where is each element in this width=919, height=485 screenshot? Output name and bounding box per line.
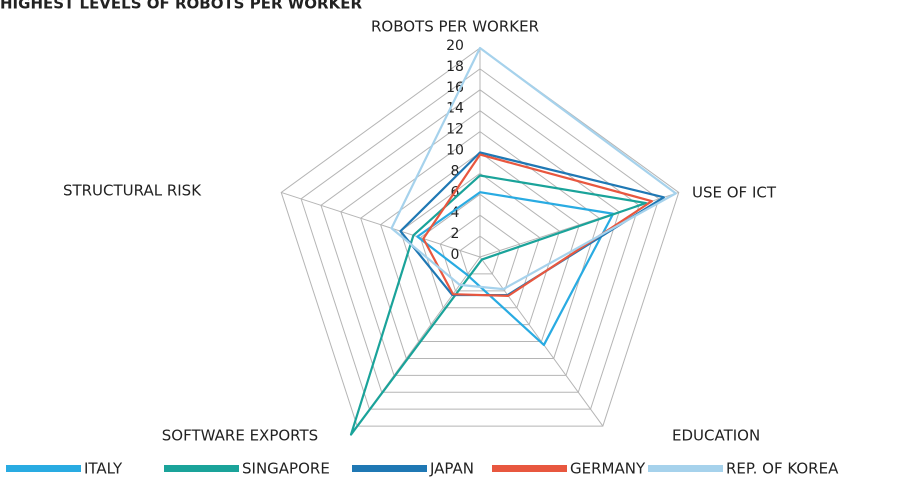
tick-label: 10 <box>446 143 464 159</box>
legend-label: SINGAPORE <box>242 460 330 478</box>
axis-label: EDUCATION <box>672 427 760 445</box>
series-line <box>422 153 654 297</box>
spoke <box>281 191 481 258</box>
legend-swatch <box>164 465 239 472</box>
tick-label: 8 <box>451 163 460 179</box>
tick-label: 12 <box>446 122 464 138</box>
grid-ring <box>419 193 541 309</box>
grid-ring <box>280 47 680 427</box>
axis-label: USE OF ICT <box>692 184 777 202</box>
tick-label: 2 <box>451 226 460 242</box>
legend-swatch <box>6 465 81 472</box>
legend-label: REP. OF KOREA <box>726 460 839 478</box>
legend-swatch <box>648 465 723 472</box>
tick-label: 18 <box>446 59 464 75</box>
legend-label: ITALY <box>84 460 123 478</box>
grid-ring <box>439 214 521 292</box>
legend-label: JAPAN <box>429 460 474 478</box>
series-line <box>390 46 677 291</box>
legend-swatch <box>492 465 567 472</box>
tick-label: 0 <box>451 247 460 263</box>
chart-title: HIGHEST LEVELS OF ROBOTS PER WORKER <box>0 0 362 13</box>
axis-label: SOFTWARE EXPORTS <box>162 427 318 445</box>
series-line <box>349 174 648 436</box>
legend-label: GERMANY <box>570 460 646 478</box>
axis-label: STRUCTURAL RISK <box>63 182 202 200</box>
grid-ring <box>459 235 501 275</box>
grid-ring <box>360 130 600 359</box>
series-line <box>416 191 615 347</box>
legend-swatch <box>352 465 427 472</box>
tick-label: 14 <box>446 101 464 117</box>
grid-ring <box>380 151 580 343</box>
grid-ring <box>300 68 660 410</box>
grid-ring <box>320 89 640 393</box>
tick-label: 4 <box>451 205 460 221</box>
grid-ring <box>399 172 561 326</box>
axis-label: ROBOTS PER WORKER <box>371 18 539 36</box>
tick-label: 20 <box>446 38 464 54</box>
